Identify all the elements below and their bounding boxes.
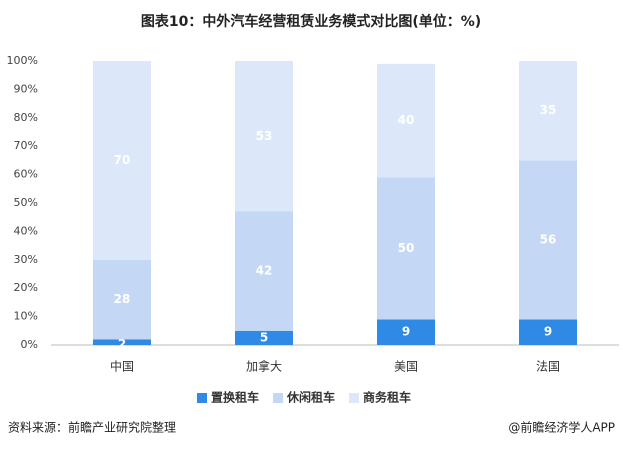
bar-segment [377, 63, 435, 178]
chart-title: 图表10：中外汽车经营租赁业务模式对比图(单位：%) [141, 13, 481, 30]
bar-segment [519, 319, 577, 345]
bar-segment [377, 319, 435, 345]
bar-segment [93, 339, 151, 345]
data-label: 53 [256, 129, 273, 143]
bar-segment [93, 61, 151, 260]
bar-segment [235, 211, 293, 331]
source: 资料来源：前瞻产业研究院整理 [8, 420, 176, 435]
data-label: 2 [118, 337, 126, 351]
y-tick-label: 40% [14, 224, 38, 237]
bar-segment [519, 160, 577, 320]
x-tick-label: 美国 [394, 360, 418, 374]
data-label: 5 [260, 330, 268, 344]
data-label: 40 [398, 113, 415, 127]
data-label: 9 [402, 325, 410, 339]
legend-label: 置换租车 [211, 390, 259, 405]
bar-segment [235, 61, 293, 212]
legend-swatch [197, 393, 207, 403]
y-tick-label: 20% [14, 281, 38, 294]
legend-swatch [273, 393, 283, 403]
y-tick-label: 70% [14, 139, 38, 152]
data-label: 56 [540, 232, 557, 246]
legend-swatch [349, 393, 359, 403]
y-tick-label: 100% [7, 54, 38, 67]
y-tick-label: 90% [14, 82, 38, 95]
y-tick-label: 60% [14, 168, 38, 181]
legend-label: 商务租车 [363, 390, 411, 405]
legend-label: 休闲租车 [286, 390, 335, 405]
bar-segment [93, 259, 151, 340]
data-label: 28 [114, 292, 131, 306]
y-tick-label: 0% [21, 338, 38, 351]
x-tick-label: 法国 [536, 360, 560, 374]
data-label: 9 [544, 325, 552, 339]
data-label: 35 [540, 103, 557, 117]
y-tick-label: 30% [14, 253, 38, 266]
bar-segment [377, 177, 435, 320]
bar-segment [235, 330, 293, 345]
credit: @前瞻经济学人APP [508, 420, 615, 435]
y-tick-label: 10% [14, 310, 38, 323]
data-label: 70 [114, 153, 131, 167]
y-tick-label: 50% [14, 196, 38, 209]
data-label: 50 [398, 241, 415, 255]
x-tick-label: 加拿大 [246, 359, 282, 374]
x-tick-label: 中国 [110, 359, 134, 374]
data-label: 42 [256, 264, 273, 278]
y-tick-label: 80% [14, 111, 38, 124]
bar-segment [519, 61, 577, 161]
